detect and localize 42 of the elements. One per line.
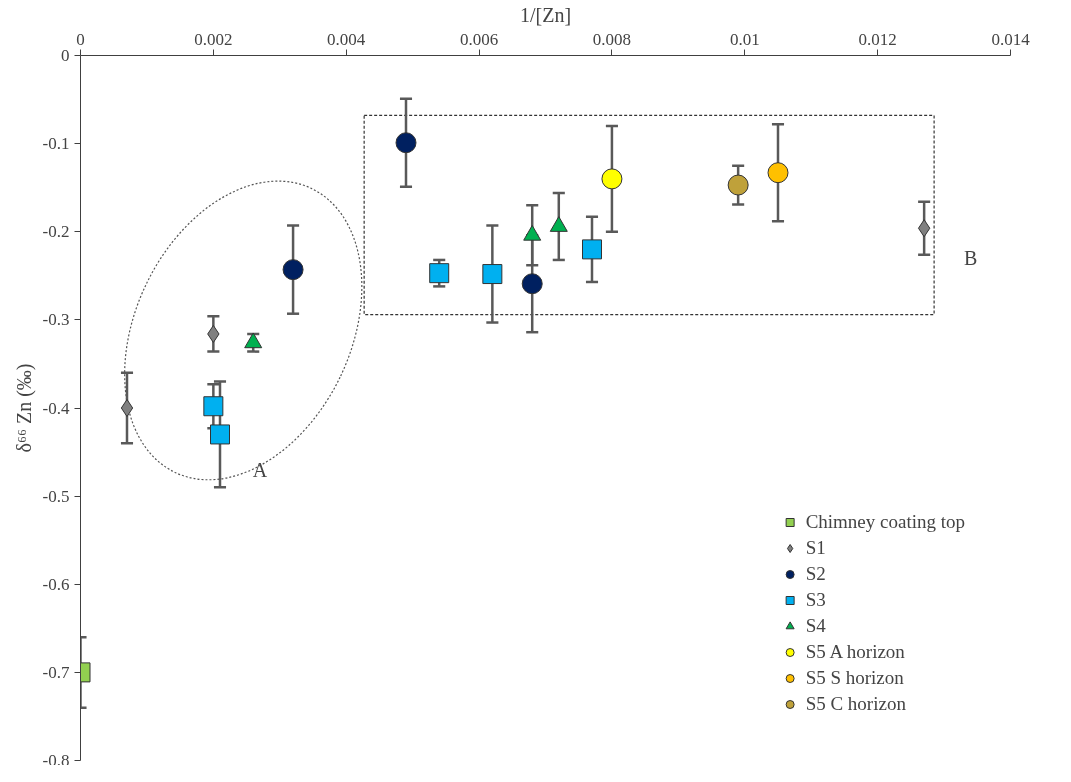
x-tick-label: 0.004 [327,29,366,49]
annotation: A [252,458,268,481]
legend-label: S2 [805,563,826,585]
legend-label: S1 [805,537,826,559]
point [282,259,304,281]
y-tick-label: -0.3 [42,310,70,330]
legend-label: S5 A horizon [805,641,905,663]
point [521,273,543,295]
legend-label: S4 [805,615,826,637]
y-tick-label: -0.8 [42,750,70,770]
y-tick-label: 0 [61,46,70,65]
point [601,168,623,190]
y-tick-label: -0.2 [42,222,70,242]
point [120,399,134,417]
x-tick-label: 0.014 [991,29,1031,49]
y-axis-title: δ⁶⁶ Zn (‰) [12,363,36,453]
x-tick-label: 0.006 [459,29,499,49]
point [395,132,417,154]
x-axis-title: 1/[Zn] [519,3,572,26]
legend-label: Chimney coating top [805,511,965,533]
point [429,263,450,284]
point [482,264,503,285]
y-tick-label: -0.5 [42,486,70,506]
legend-label: S5 C horizon [805,693,906,715]
y-tick-label: -0.6 [42,574,70,594]
point [727,174,749,196]
point [203,396,224,417]
x-tick-label: 0.002 [194,29,233,49]
y-tick-label: -0.1 [42,134,70,154]
y-tick-label: -0.7 [42,662,70,682]
x-tick-label: 0.012 [858,29,897,49]
x-tick-label: 0 [76,29,85,49]
point [210,424,230,445]
point [917,219,931,238]
y-tick-label: -0.4 [42,398,70,418]
point [582,239,602,260]
x-tick-label: 0.01 [729,29,760,49]
x-tick-label: 0.008 [592,29,632,49]
legend-label: S5 S horizon [805,667,904,689]
annotation: B [963,247,978,270]
point [767,162,789,184]
legend-label: S3 [805,589,826,611]
